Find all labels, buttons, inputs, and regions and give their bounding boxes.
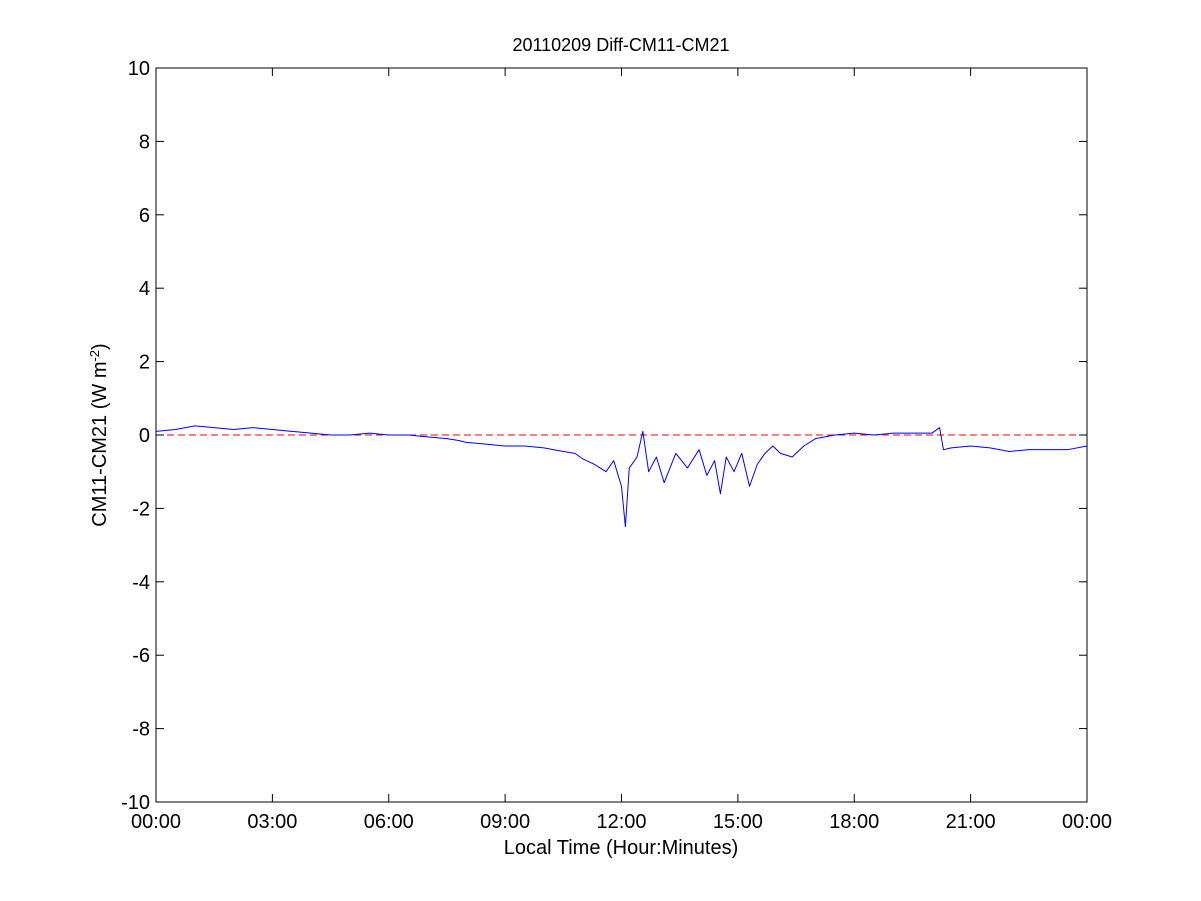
- x-tick-label: 06:00: [364, 811, 414, 833]
- y-tick-label: 10: [128, 58, 150, 80]
- x-tick-label: 18:00: [829, 811, 879, 833]
- x-tick-label: 12:00: [596, 811, 646, 833]
- x-tick-label: 00:00: [1062, 811, 1112, 833]
- y-axis-label-superscript: -2: [87, 350, 102, 362]
- chart-title: 20110209 Diff-CM11-CM21: [512, 35, 729, 55]
- y-tick-label: 2: [139, 352, 150, 374]
- x-tick-label: 15:00: [713, 811, 763, 833]
- y-tick-label: 8: [139, 131, 150, 153]
- y-tick-label: 0: [139, 425, 150, 447]
- y-tick-label: -8: [132, 719, 150, 741]
- y-tick-label: 6: [139, 205, 150, 227]
- x-axis-label: Local Time (Hour:Minutes): [504, 837, 739, 859]
- y-tick-label: -4: [132, 572, 150, 594]
- y-axis-label-suffix: ): [89, 343, 111, 350]
- y-tick-label: -6: [132, 645, 150, 667]
- x-tick-label: 03:00: [247, 811, 297, 833]
- y-axis-label-main: CM11-CM21 (W m: [89, 362, 111, 527]
- series-line-0: [155, 425, 1088, 528]
- y-tick-label: -2: [132, 498, 150, 520]
- y-tick-label: -10: [121, 792, 150, 814]
- y-axis-label: CM11-CM21 (W m-2): [87, 343, 112, 526]
- x-tick-label: 09:00: [480, 811, 530, 833]
- y-tick-label: 4: [139, 278, 150, 300]
- x-tick-label: 00:00: [131, 811, 181, 833]
- x-tick-label: 21:00: [946, 811, 996, 833]
